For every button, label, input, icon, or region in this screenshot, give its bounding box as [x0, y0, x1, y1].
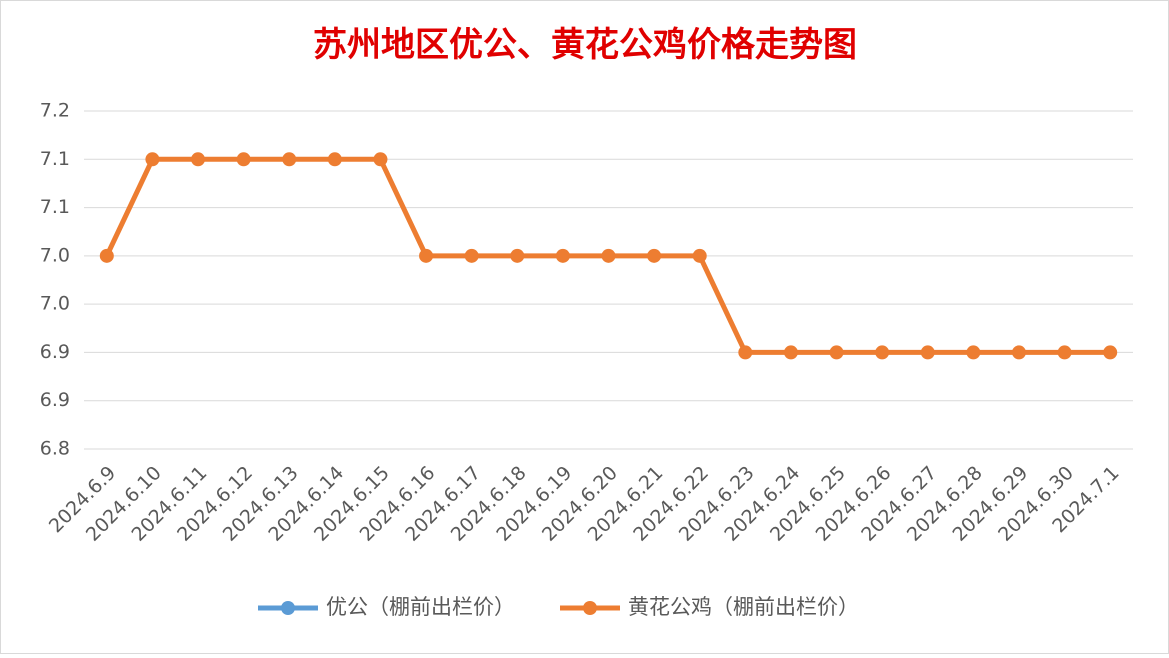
- data-point: [282, 152, 297, 167]
- data-point: [191, 152, 206, 167]
- data-point: [327, 152, 342, 167]
- y-tick-label: 7.0: [40, 293, 70, 315]
- data-point: [419, 248, 434, 263]
- y-tick-label: 7.0: [40, 244, 70, 266]
- data-point: [145, 152, 160, 167]
- legend-label: 黄花公鸡（棚前出栏价）: [628, 595, 859, 619]
- y-tick-label: 6.9: [40, 341, 70, 363]
- legend-label: 优公（棚前出栏价）: [326, 595, 515, 619]
- data-point: [1057, 345, 1072, 360]
- y-tick-label: 7.1: [40, 148, 70, 170]
- data-point: [738, 345, 753, 360]
- data-point: [1103, 345, 1118, 360]
- data-point: [875, 345, 890, 360]
- y-tick-label: 6.9: [40, 389, 70, 411]
- data-point: [783, 345, 798, 360]
- data-point: [1011, 345, 1026, 360]
- y-tick-label: 6.8: [40, 438, 70, 460]
- data-point: [692, 248, 707, 263]
- data-point: [510, 248, 525, 263]
- data-point: [236, 152, 251, 167]
- data-point: [829, 345, 844, 360]
- data-point: [920, 345, 935, 360]
- legend-marker: [281, 601, 295, 615]
- data-point: [99, 248, 114, 263]
- data-point: [601, 248, 616, 263]
- chart-title: 苏州地区优公、黄花公鸡价格走势图: [313, 25, 857, 65]
- data-point: [647, 248, 662, 263]
- data-point: [464, 248, 479, 263]
- y-tick-label: 7.2: [40, 100, 70, 122]
- data-point: [555, 248, 570, 263]
- data-point: [966, 345, 981, 360]
- y-tick-label: 7.1: [40, 196, 70, 218]
- legend-marker: [583, 601, 597, 615]
- data-point: [373, 152, 388, 167]
